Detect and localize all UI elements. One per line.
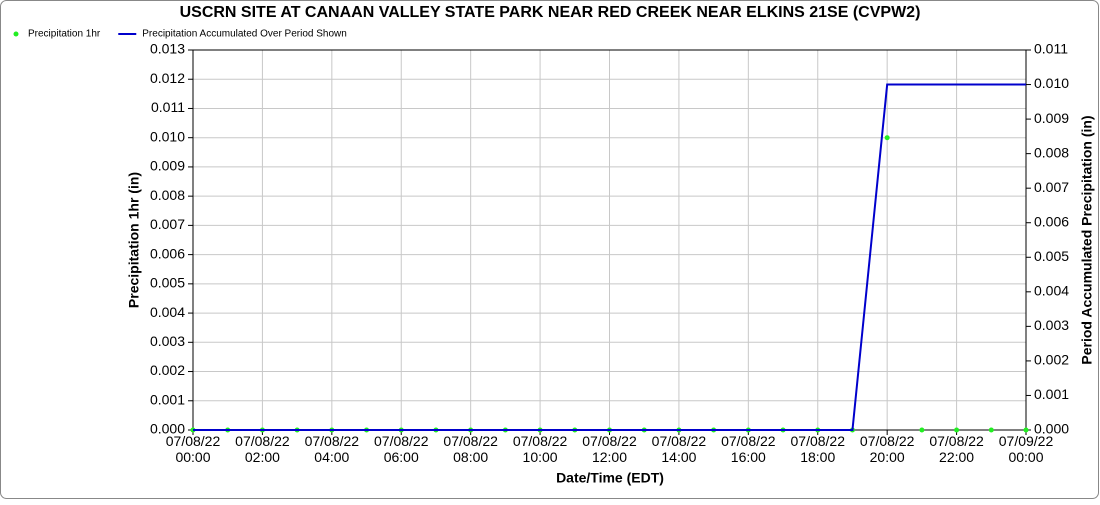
x-tick-label: 07/09/22 00:00	[999, 433, 1054, 465]
y-tick-label: 0.002	[150, 362, 185, 378]
y2-tick-label: 0.011	[1034, 41, 1068, 57]
x-tick-label: 07/08/22 22:00	[929, 433, 984, 465]
y-tick-label: 0.003	[150, 333, 185, 349]
x-tick-label: 07/08/22 04:00	[305, 433, 360, 465]
y2-tick-label: 0.003	[1034, 317, 1069, 333]
y-tick-label: 0.005	[150, 275, 185, 291]
y2-axis-label: Period Accumulated Precipitation (in)	[1079, 115, 1095, 364]
data-point	[988, 427, 994, 433]
chart-title: USCRN SITE AT CANAAN VALLEY STATE PARK N…	[180, 4, 921, 21]
y2-tick-label: 0.000	[1034, 421, 1069, 437]
y-tick-label: 0.007	[150, 216, 185, 232]
data-point	[1023, 427, 1029, 433]
y2-tick-label: 0.001	[1034, 386, 1069, 402]
y-tick-label: 0.006	[150, 245, 185, 261]
x-tick-label: 07/08/22 08:00	[443, 433, 498, 465]
x-tick-label: 07/08/22 02:00	[235, 433, 290, 465]
legend-marker	[13, 31, 19, 37]
x-tick-label: 07/08/22 14:00	[652, 433, 707, 465]
y-tick-label: 0.012	[150, 70, 185, 86]
x-tick-label: 07/08/22 16:00	[721, 433, 776, 465]
y-tick-label: 0.013	[150, 41, 185, 57]
legend-label: Precipitation 1hr	[28, 29, 101, 40]
data-line	[193, 83, 1026, 431]
y-tick-label: 0.000	[150, 421, 185, 437]
legend-label: Precipitation Accumulated Over Period Sh…	[142, 29, 347, 40]
y2-tick-label: 0.009	[1034, 110, 1069, 126]
x-tick-label: 07/08/22 18:00	[791, 433, 846, 465]
data-point	[884, 135, 890, 141]
y2-tick-label: 0.008	[1034, 144, 1069, 160]
y-tick-label: 0.010	[150, 128, 185, 144]
y-tick-label: 0.001	[150, 391, 185, 407]
y2-tick-label: 0.005	[1034, 248, 1069, 264]
y-axis-label: Precipitation 1hr (in)	[126, 172, 142, 308]
y-tick-label: 0.009	[150, 158, 185, 174]
x-tick-label: 07/08/22 00:00	[166, 433, 221, 465]
x-tick-label: 07/08/22 20:00	[860, 433, 915, 465]
y2-tick-label: 0.002	[1034, 352, 1069, 368]
y-tick-label: 0.011	[151, 99, 185, 115]
x-tick-label: 07/08/22 10:00	[513, 433, 568, 465]
y2-tick-label: 0.010	[1034, 75, 1069, 91]
x-tick-label: 07/08/22 06:00	[374, 433, 429, 465]
x-tick-label: 07/08/22 12:00	[582, 433, 637, 465]
y-tick-label: 0.008	[150, 187, 185, 203]
y-tick-label: 0.004	[150, 304, 185, 320]
data-point	[919, 427, 925, 433]
y2-tick-label: 0.007	[1034, 179, 1069, 195]
x-axis-label: Date/Time (EDT)	[556, 470, 664, 486]
data-point	[954, 427, 960, 433]
y2-tick-label: 0.004	[1034, 283, 1069, 299]
y2-tick-label: 0.006	[1034, 213, 1069, 229]
